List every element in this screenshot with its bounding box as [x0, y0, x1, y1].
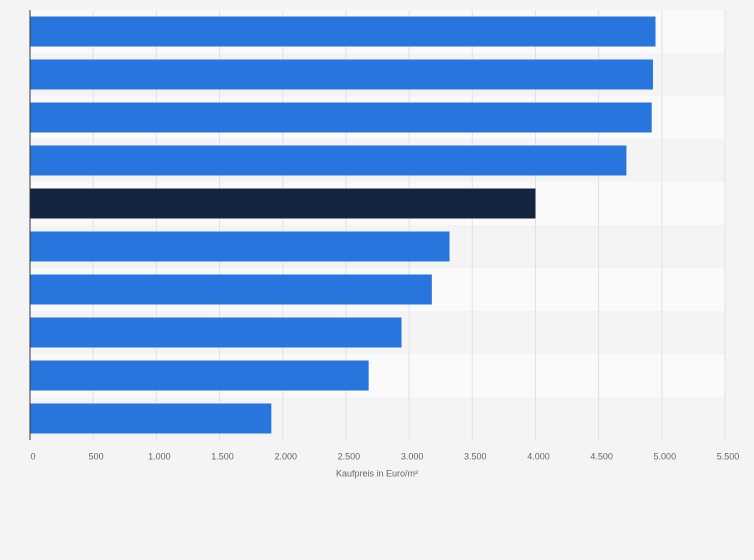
x-tick-label: 3.000: [401, 451, 424, 461]
x-tick-label: 1.000: [148, 451, 171, 461]
bar: [30, 145, 627, 176]
x-tick-label: 500: [89, 451, 104, 461]
x-tick-label: 5.000: [654, 451, 677, 461]
x-tick-label: 1.500: [211, 451, 234, 461]
x-tick-label: 2.000: [274, 451, 297, 461]
bar: [30, 403, 272, 434]
x-tick-label: 3.500: [464, 451, 487, 461]
x-tick-label: 5.500: [717, 451, 740, 461]
bar: [30, 59, 653, 90]
bar: [30, 231, 450, 262]
bar: [30, 16, 656, 47]
x-tick-label: 4.000: [527, 451, 550, 461]
bar: [30, 188, 536, 219]
x-tick-label: 2.500: [338, 451, 361, 461]
x-tick-label: 0: [30, 451, 35, 461]
x-tick-label: 4.500: [590, 451, 613, 461]
bar: [30, 274, 432, 305]
bar: [30, 317, 402, 348]
x-axis-title: Kaufpreis in Euro/m²: [336, 468, 418, 478]
bar: [30, 102, 652, 133]
bar: [30, 360, 369, 391]
